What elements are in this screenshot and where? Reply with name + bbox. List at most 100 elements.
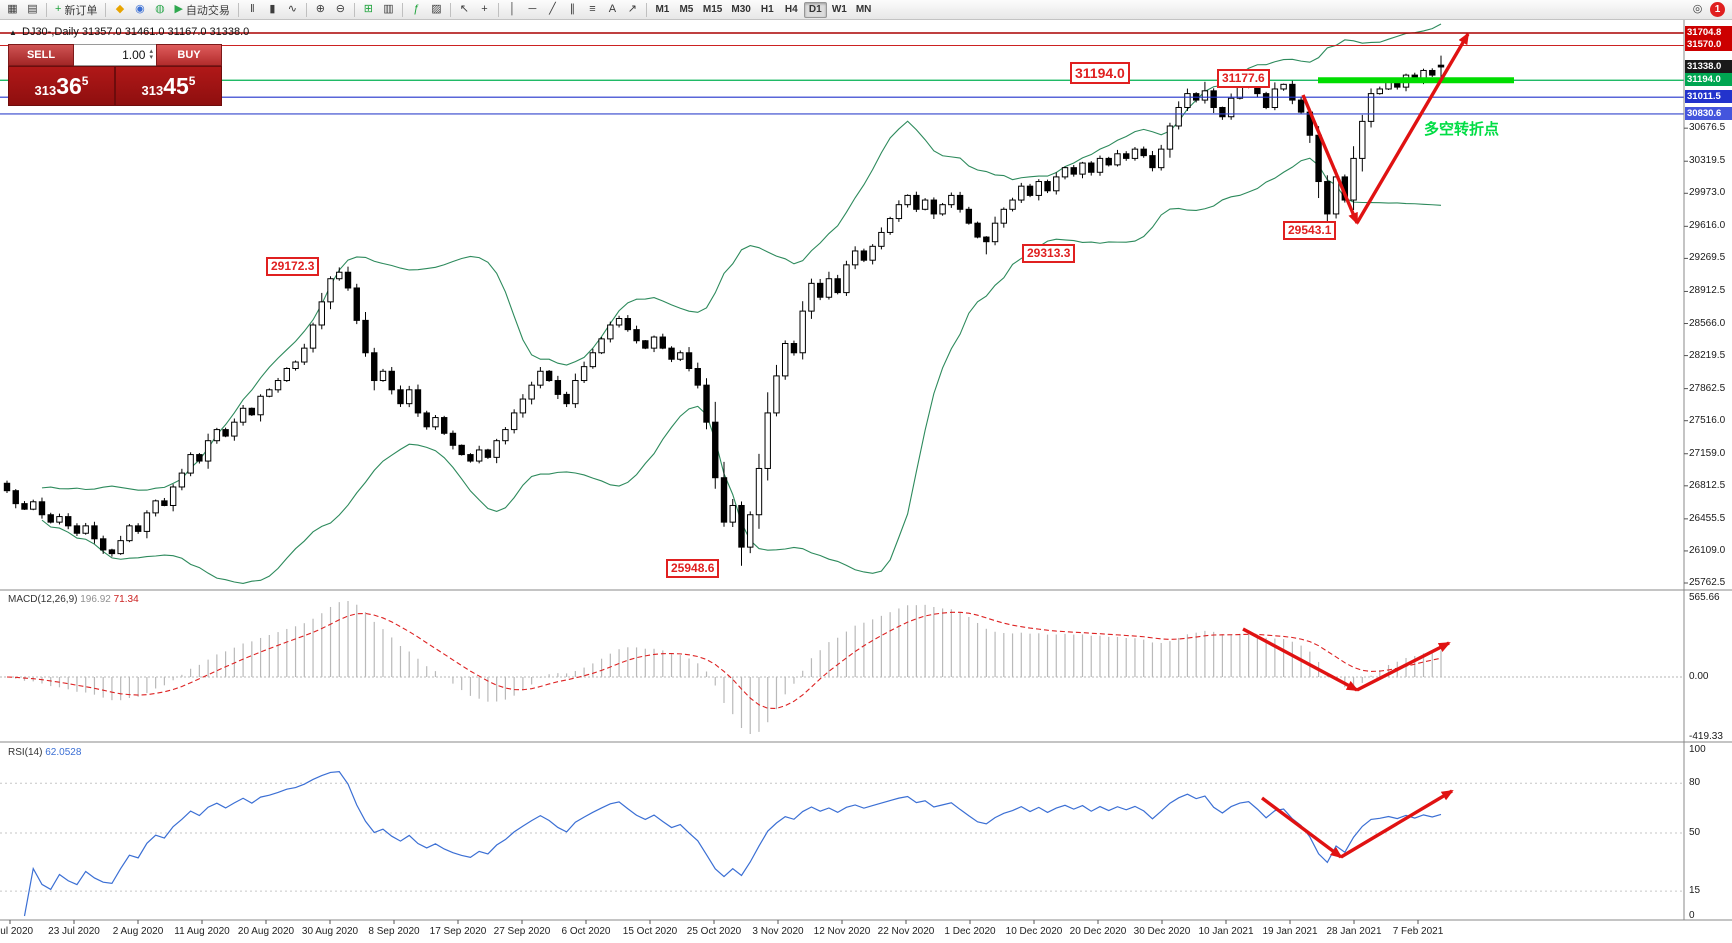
timeframe-h4-button[interactable]: H4 [784, 4, 798, 15]
toolbar-separator [449, 2, 451, 17]
timeframe-h1-button[interactable]: H1 [760, 4, 774, 15]
price-axis-label: 26812.5 [1689, 479, 1726, 491]
arrange-windows-button[interactable]: ▥ [379, 1, 398, 18]
price-callout: 31177.6 [1217, 69, 1270, 88]
sell-button[interactable]: SELL [8, 44, 74, 66]
navigator-button[interactable]: ◍ [150, 1, 169, 18]
line-chart-icon: ∿ [287, 3, 298, 15]
templates-icon: ▨ [431, 3, 442, 15]
timeframe-m1-button[interactable]: M1 [655, 4, 670, 15]
price-axis-label: 30319.5 [1689, 155, 1726, 167]
toolbar-separator [46, 2, 47, 17]
price-tag: 31704.8 [1685, 26, 1732, 39]
time-axis-label: 27 Sep 2020 [493, 926, 551, 937]
autotrading-icon: ▶ [174, 3, 183, 15]
new-chart-button[interactable]: ▦ [3, 1, 22, 18]
profiles-button[interactable]: ▤ [23, 1, 42, 18]
time-axis-label: 12 Nov 2020 [813, 926, 871, 937]
ask-price-prefix: 313 [141, 82, 164, 98]
market-watch-button[interactable]: ◆ [110, 1, 129, 18]
chart-ohlc-header: DJ30-,Daily 31357.0 31461.0 31167.0 3133… [22, 26, 250, 38]
price-callout: 29543.1 [1283, 221, 1337, 240]
main-chart-area[interactable] [0, 20, 1684, 920]
panel-collapse-icon[interactable]: ▲ [9, 28, 17, 37]
time-axis-label: 23 Jul 2020 [48, 926, 100, 937]
templates-button[interactable]: ▨ [427, 1, 446, 18]
volume-input[interactable]: 1.00 ▴ ▾ [74, 44, 156, 66]
text-button[interactable]: A [603, 1, 622, 18]
macd-axis-label: -419.33 [1689, 731, 1723, 742]
price-tag: 31011.5 [1685, 90, 1732, 104]
price-tag: 31570.0 [1685, 38, 1732, 52]
profiles-icon: ▤ [27, 3, 38, 15]
macd-name: MACD(12,26,9) [8, 594, 78, 605]
volume-spinner[interactable]: ▴ ▾ [149, 48, 153, 61]
channel-icon: ∥ [569, 3, 576, 15]
price-axis-label: 29973.0 [1689, 187, 1726, 199]
toolbar-separator [353, 2, 355, 17]
rsi-axis-label: 0 [1689, 910, 1695, 921]
rsi-value: 62.0528 [45, 747, 82, 758]
timeframe-m15-button[interactable]: M15 [702, 4, 723, 15]
timeframe-w1-button[interactable]: W1 [831, 4, 847, 15]
time-axis-label: 15 Oct 2020 [622, 926, 678, 937]
price-axis-label: 27516.0 [1689, 414, 1726, 426]
cursor-button[interactable]: ↖ [455, 1, 474, 18]
macd-axis-label: 0.00 [1689, 671, 1709, 682]
price-callout: 31194.0 [1070, 62, 1130, 84]
trendline-button[interactable]: ╱ [543, 1, 562, 18]
arrange-windows-icon: ▥ [383, 3, 394, 15]
price-axis-label: 30676.5 [1689, 122, 1726, 134]
autotrading-button[interactable]: ▶ 自动交易 [170, 1, 233, 18]
fibonacci-icon: ≡ [589, 3, 596, 15]
fibonacci-button[interactable]: ≡ [583, 1, 602, 18]
price-callout: 29172.3 [266, 257, 320, 276]
data-window-icon: ◉ [135, 3, 145, 15]
arrows-button[interactable]: ↗ [623, 1, 642, 18]
timeframe-m30-button[interactable]: M30 [731, 4, 751, 15]
one-click-trading-panel: SELL 1.00 ▴ ▾ BUY 313 36 5 313 45 5 [8, 44, 222, 106]
time-axis-label: 28 Jan 2021 [1326, 926, 1382, 937]
new-order-button-label: 新订单 [64, 4, 98, 17]
time-axis-label: 20 Dec 2020 [1069, 926, 1127, 937]
timeframe-mn-button[interactable]: MN [855, 4, 872, 15]
notification-badge[interactable]: 1 [1710, 2, 1725, 17]
toolbar: ▦ ▤ + 新订单 ◆ ◉ ◍ ▶ 自动交易 ‖ ▮ ∿ ⊕ ⊖ ⊞ ▥ ƒ ▨ ↖ + │ ─ ╱ ∥ ≡ A ↗ M1 M5 M15 M… [0, 0, 1732, 20]
time-axis-label: 6 Oct 2020 [561, 926, 611, 937]
crosshair-button[interactable]: + [475, 1, 494, 18]
time-axis-label: 22 Nov 2020 [877, 926, 935, 937]
rsi-axis-label: 100 [1689, 744, 1706, 755]
time-axis-label: 10 Dec 2020 [1005, 926, 1063, 937]
indicators-button[interactable]: ƒ [407, 1, 426, 18]
rsi-name: RSI(14) [8, 747, 43, 758]
data-window-button[interactable]: ◉ [130, 1, 149, 18]
spin-down-icon[interactable]: ▾ [149, 54, 153, 61]
timeframe-m5-button[interactable]: M5 [679, 4, 694, 15]
candlestick-chart-button[interactable]: ▮ [263, 1, 282, 18]
search-button[interactable]: ◎ [1688, 1, 1707, 18]
price-axis-label: 29269.5 [1689, 252, 1726, 264]
zoom-out-button[interactable]: ⊖ [331, 1, 350, 18]
market-watch-icon: ◆ [115, 3, 125, 15]
time-axis-label: 7 Feb 2021 [1392, 926, 1444, 937]
time-axis-label: 25 Oct 2020 [686, 926, 742, 937]
time-axis-label: 1 Dec 2020 [944, 926, 996, 937]
ask-price-main: 45 [163, 72, 189, 99]
tile-windows-button[interactable]: ⊞ [359, 1, 378, 18]
bar-chart-button[interactable]: ‖ [243, 1, 262, 18]
time-axis-label: 19 Jan 2021 [1262, 926, 1318, 937]
zoom-in-button[interactable]: ⊕ [311, 1, 330, 18]
new-chart-icon: ▦ [7, 3, 18, 15]
horizontal-line-button[interactable]: ─ [523, 1, 542, 18]
buy-button[interactable]: BUY [156, 44, 222, 66]
cursor-icon: ↖ [459, 3, 470, 15]
vertical-line-button[interactable]: │ [503, 1, 522, 18]
crosshair-icon: + [481, 3, 488, 15]
channel-button[interactable]: ∥ [563, 1, 582, 18]
rsi-axis-label: 80 [1689, 777, 1701, 789]
new-order-button[interactable]: + 新订单 [51, 1, 101, 18]
timeframe-d1-button[interactable]: D1 [803, 1, 827, 18]
line-chart-button[interactable]: ∿ [283, 1, 302, 18]
toolbar-separator [105, 2, 107, 17]
